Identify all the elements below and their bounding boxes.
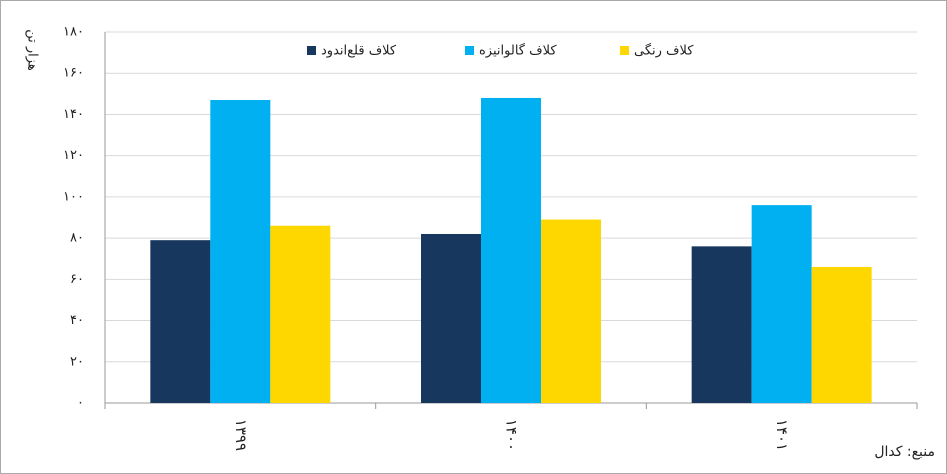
legend-swatch bbox=[307, 46, 316, 55]
x-tick-label: ۱۳۹۹ bbox=[232, 419, 250, 451]
bar bbox=[811, 266, 872, 403]
y-tick-label: ۴۰ bbox=[70, 313, 84, 328]
y-tick-label: ۱۲۰ bbox=[63, 148, 84, 163]
bar bbox=[421, 233, 481, 403]
legend-label: کلاف قلع‌اندود bbox=[321, 44, 397, 59]
bar bbox=[751, 205, 812, 403]
legend-label: کلاف رنگی bbox=[634, 43, 694, 59]
legend-label: کلاف گالوانیزه bbox=[479, 43, 557, 59]
bar bbox=[150, 240, 211, 403]
bar bbox=[691, 246, 752, 403]
bar bbox=[541, 219, 601, 403]
y-tick-label: ۰ bbox=[77, 396, 84, 411]
y-axis-title: هزار تن bbox=[25, 29, 40, 71]
y-tick-label: ۱۴۰ bbox=[63, 107, 84, 122]
y-tick-label: ۲۰ bbox=[70, 354, 84, 369]
legend-swatch bbox=[465, 46, 474, 55]
y-tick-label: ۱۸۰ bbox=[63, 25, 84, 40]
legend-swatch bbox=[620, 46, 629, 55]
bar bbox=[210, 100, 271, 404]
y-tick-label: ۸۰ bbox=[70, 231, 84, 246]
y-tick-label: ۶۰ bbox=[70, 272, 84, 287]
x-tick-label: ۱۴۰۰ bbox=[503, 419, 521, 451]
y-tick-label: ۱۶۰ bbox=[63, 66, 84, 81]
bar bbox=[270, 225, 331, 403]
bar bbox=[481, 97, 541, 403]
source-note: منبع: کدال bbox=[874, 444, 935, 460]
x-tick-label: ۱۴۰۱ bbox=[773, 419, 791, 451]
y-tick-label: ۱۰۰ bbox=[63, 189, 84, 204]
